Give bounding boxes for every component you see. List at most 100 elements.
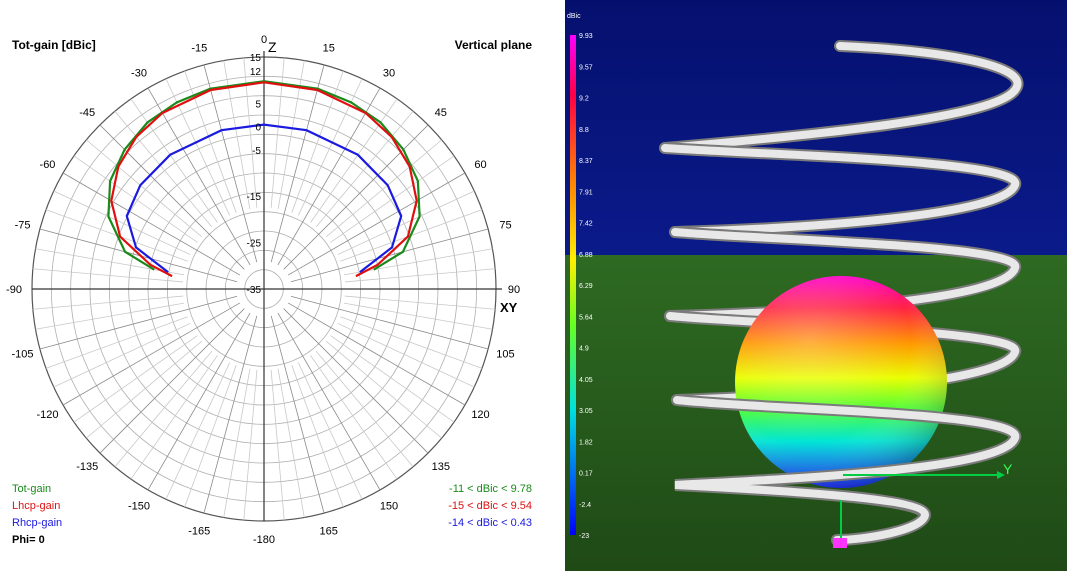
grid-spoke <box>32 295 184 310</box>
3d-pattern-view: Y dBic 9.93 9.57 9.2 8.8 8.37 7.91 7.42 6.88 6.2… <box>565 0 1067 571</box>
scale-value-label: 5.64 <box>579 314 593 321</box>
angle-tick-label: 0 <box>261 34 267 46</box>
scale-value-label: -23 <box>579 533 589 540</box>
grid-spoke <box>147 87 251 266</box>
color-scale-bar <box>570 35 576 535</box>
angle-tick-label: 90 <box>508 284 520 296</box>
angle-tick-label: -135 <box>76 461 98 473</box>
grid-spoke <box>290 295 489 350</box>
series-line-lhcp-gain <box>110 81 418 278</box>
radial-tick-label: 5 <box>255 99 261 110</box>
radial-tick-label: -25 <box>247 239 262 250</box>
grid-spoke <box>203 64 258 263</box>
radial-tick-label: 12 <box>250 67 262 78</box>
scale-value-label: 8.8 <box>579 127 589 134</box>
scale-value-label: 6.88 <box>579 252 593 259</box>
axis-label-xy: XY <box>500 300 518 315</box>
angle-tick-label: 15 <box>323 43 335 55</box>
y-axis-arrow: Y <box>840 461 1013 540</box>
scale-value-label: 7.42 <box>579 221 593 228</box>
phi-label: Phi= 0 <box>12 534 45 546</box>
grid-spoke <box>184 365 237 508</box>
angle-tick-label: -180 <box>253 534 275 546</box>
grid-spoke <box>114 111 213 228</box>
angle-tick-label: -75 <box>15 219 31 231</box>
grid-spoke <box>147 312 251 491</box>
legend-range: -14 < dBic < 0.43 <box>448 517 532 529</box>
grid-spoke <box>330 335 455 423</box>
grid-spoke <box>283 308 429 454</box>
radial-tick-label: -35 <box>247 285 262 296</box>
angle-tick-label: 60 <box>474 159 486 171</box>
grid-spoke <box>340 316 483 369</box>
grid-spoke <box>315 111 414 228</box>
angle-tick-label: -15 <box>191 43 207 55</box>
grid-spoke <box>32 268 184 283</box>
scale-value-label: 9.57 <box>579 64 593 71</box>
legend-ranges: -11 < dBic < 9.78 -15 < dBic < 9.54 -14 … <box>448 483 532 529</box>
grid-spoke <box>270 369 285 521</box>
grid-spoke <box>291 70 344 213</box>
scale-value-label: 9.2 <box>579 96 589 103</box>
radial-tick-label: -5 <box>252 146 261 157</box>
grid-spoke <box>62 172 241 276</box>
grid-spoke <box>45 316 188 369</box>
axis-label-z: Z <box>268 39 277 55</box>
angle-tick-label: 45 <box>435 107 447 119</box>
grid-spoke <box>53 190 191 256</box>
grid-spoke <box>287 302 466 406</box>
scale-unit-label: dBic <box>567 13 581 20</box>
grid-spoke <box>277 87 381 266</box>
grid-spoke <box>35 302 185 330</box>
chart-title: Tot-gain [dBic] <box>12 38 96 52</box>
grid-spoke <box>325 139 442 238</box>
grid-spoke <box>297 362 363 500</box>
feed-point-marker <box>833 538 847 548</box>
grid-spoke <box>310 355 398 480</box>
grid-spoke <box>114 350 213 467</box>
axis-label-y: Y <box>1003 461 1013 477</box>
grid-spoke <box>337 190 475 256</box>
color-scale-legend: dBic 9.93 9.57 9.2 8.8 8.37 7.91 7.42 6.88 6.29 5… <box>567 13 593 540</box>
legend-label: Rhcp-gain <box>12 517 62 529</box>
grid-spoke <box>184 70 237 213</box>
grid-spoke <box>73 335 198 423</box>
grid-spoke <box>39 228 238 283</box>
grid-spoke <box>130 355 218 480</box>
angle-tick-label: -30 <box>131 67 147 79</box>
grid-spoke <box>343 302 493 330</box>
radial-tick-label: 15 <box>250 53 262 64</box>
angle-tick-label: -105 <box>12 349 34 361</box>
grid-spoke <box>287 172 466 276</box>
scale-value-label: 0.17 <box>579 471 593 478</box>
radial-tick-label: 0 <box>255 123 261 134</box>
polar-pattern-chart: 0153045607590105120135150165-180-165-150… <box>6 34 532 546</box>
angle-tick-label: -150 <box>128 501 150 513</box>
grid-spoke <box>337 322 475 388</box>
grid-spoke <box>39 295 238 350</box>
grid-spoke <box>165 362 231 500</box>
legend-range: -15 < dBic < 9.54 <box>448 500 532 512</box>
grid-spoke <box>330 155 455 243</box>
grid-spoke <box>203 315 258 514</box>
scale-value-label: 4.9 <box>579 346 589 353</box>
scale-value-label: 1.82 <box>579 439 593 446</box>
3d-pattern-render: Y dBic 9.93 9.57 9.2 8.8 8.37 7.91 7.42 6.88 6.2… <box>565 0 1067 571</box>
scale-value-label: 6.29 <box>579 283 593 290</box>
grid-spoke <box>270 315 325 514</box>
grid-spoke <box>99 308 245 454</box>
polar-plot-panel: 0 15 30 45 60 75 90 105 120 135 150 165 -180 -165 -150… <box>6 34 533 546</box>
grid-spoke <box>344 295 496 310</box>
grid-spoke <box>86 340 203 439</box>
scale-value-label: 8.37 <box>579 158 593 165</box>
grid-spoke <box>243 369 258 521</box>
angle-tick-label: -90 <box>6 284 22 296</box>
grid-spoke <box>315 350 414 467</box>
angle-tick-label: 135 <box>432 461 450 473</box>
angle-tick-label: -165 <box>188 525 210 537</box>
grid-spoke <box>62 302 241 406</box>
angle-tick-label: 150 <box>380 501 398 513</box>
grid-spoke <box>130 98 218 223</box>
angle-tick-label: 105 <box>496 349 514 361</box>
angle-tick-label: 165 <box>320 525 338 537</box>
